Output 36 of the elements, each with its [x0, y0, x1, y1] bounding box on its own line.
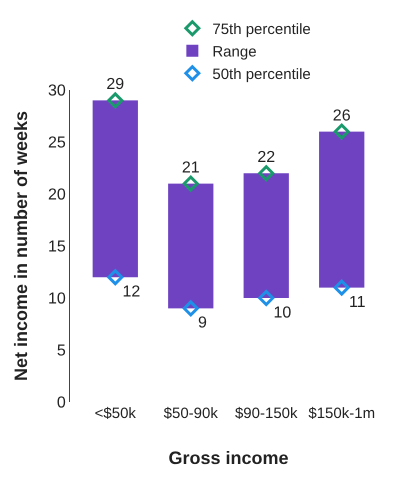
x-tick-label: $150k-1m	[308, 405, 376, 422]
x-tick-label: <$50k	[94, 405, 136, 422]
point	[334, 280, 350, 296]
x-tick-label: $50-90k	[164, 405, 218, 422]
data-label: 12	[122, 283, 140, 300]
y-tick-label: 15	[48, 238, 66, 256]
legend-label: 75th percentile	[212, 21, 311, 38]
point	[107, 269, 124, 286]
x-axis-title: Gross income	[168, 448, 289, 468]
bar	[92, 100, 138, 278]
bar	[244, 173, 289, 298]
y-tick-label: 0	[56, 394, 66, 412]
data-label: 22	[257, 148, 276, 166]
data-label: 11	[348, 294, 366, 311]
y-tick-label: 20	[48, 186, 66, 204]
point	[182, 300, 199, 316]
legend-label: 50th percentile	[212, 66, 311, 84]
bar	[319, 132, 364, 288]
point	[107, 92, 124, 108]
point	[258, 165, 274, 182]
y-axis-title: Net income in number of weeks	[11, 110, 32, 382]
x-tick-label: $90-150k	[234, 405, 298, 422]
data-label: 10	[273, 304, 292, 322]
point	[334, 124, 350, 140]
point	[182, 176, 199, 192]
data-label: 26	[332, 107, 351, 124]
data-label: 21	[182, 159, 200, 176]
y-tick-label: 5	[56, 342, 66, 360]
bar	[168, 184, 214, 308]
y-tick-label: 25	[48, 134, 66, 152]
legend-label: Range	[212, 44, 257, 61]
y-tick-label: 30	[48, 82, 66, 100]
y-tick-label: 10	[48, 290, 66, 308]
data-label: 9	[198, 314, 208, 332]
point	[258, 290, 274, 306]
data-label: 29	[106, 76, 124, 94]
